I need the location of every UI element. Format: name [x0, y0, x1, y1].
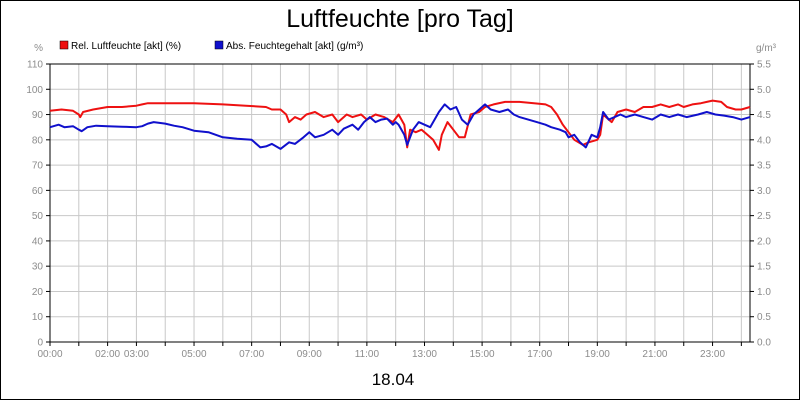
x-ticks: 00:00 02:00 03:00 05:00 07:00 09:00 11:00 13:00… — [37, 342, 742, 360]
y-right-tick-label: 5.5 — [757, 60, 771, 71]
x-tick-label: 03:00 — [124, 349, 149, 360]
y-right-tick-label: 4.0 — [757, 135, 771, 146]
y-right-ticks: 0.0 0.5 1.0 1.5 2.0 2.5 3.0 3.5 4.0 4.5 5.0 5.5 — [750, 60, 771, 349]
x-tick-label: 02:00 — [95, 349, 120, 360]
y-right-tick-label: 5.0 — [757, 85, 771, 96]
y-left-tick-label: 90 — [32, 110, 44, 121]
y-right-tick-label: 3.5 — [757, 161, 771, 172]
y-left-tick-label: 30 — [32, 262, 44, 273]
left-axis-unit: % — [34, 43, 43, 54]
x-tick-label: 05:00 — [182, 349, 207, 360]
y-right-tick-label: 0.0 — [757, 338, 771, 349]
y-left-tick-label: 110 — [27, 60, 43, 71]
y-left-tick-label: 100 — [26, 85, 43, 96]
y-left-tick-label: 10 — [32, 312, 44, 323]
plot-border — [49, 63, 751, 343]
y-right-tick-label: 4.5 — [757, 110, 771, 121]
x-tick-label: 09:00 — [297, 349, 322, 360]
x-tick-label: 13:00 — [412, 349, 437, 360]
x-tick-label: 17:00 — [527, 349, 552, 360]
x-tick-label: 15:00 — [470, 349, 495, 360]
y-left-tick-label: 60 — [32, 186, 44, 197]
y-right-tick-label: 2.5 — [757, 211, 771, 222]
y-left-tick-label: 80 — [32, 135, 44, 146]
legend-label-rel: Rel. Luftfeuchte [akt] (%) — [71, 41, 181, 52]
y-left-ticks: 0 10 20 30 40 50 60 70 80 90 100 110 — [26, 60, 50, 349]
legend-swatch-rel — [59, 40, 69, 50]
legend-swatch-abs — [214, 40, 224, 50]
chart-title: Luftfeuchte [pro Tag] — [286, 5, 513, 33]
y-left-tick-label: 20 — [32, 287, 44, 298]
series-layer — [49, 99, 751, 151]
series-line-abs-humidity — [49, 103, 751, 150]
y-right-tick-label: 2.0 — [757, 236, 771, 247]
x-tick-label: 19:00 — [585, 349, 610, 360]
y-right-tick-label: 0.5 — [757, 312, 771, 323]
date-label: 18.04 — [372, 370, 415, 389]
grid — [49, 63, 750, 343]
y-left-tick-label: 0 — [37, 338, 43, 349]
x-tick-label: 11:00 — [355, 349, 380, 360]
y-left-tick-label: 50 — [32, 211, 44, 222]
series-line-rel-humidity — [49, 99, 751, 151]
y-right-tick-label: 1.5 — [757, 262, 771, 273]
legend-label-abs: Abs. Feuchtegehalt [akt] (g/m³) — [226, 41, 363, 52]
x-tick-label: 23:00 — [700, 349, 725, 360]
x-tick-label: 21:00 — [642, 349, 667, 360]
y-left-tick-label: 40 — [32, 236, 44, 247]
y-left-tick-label: 70 — [32, 161, 44, 172]
right-axis-unit: g/m³ — [756, 43, 777, 54]
x-tick-label: 07:00 — [239, 349, 264, 360]
y-right-tick-label: 3.0 — [757, 186, 771, 197]
y-right-tick-label: 1.0 — [757, 287, 771, 298]
x-tick-label: 00:00 — [37, 349, 62, 360]
